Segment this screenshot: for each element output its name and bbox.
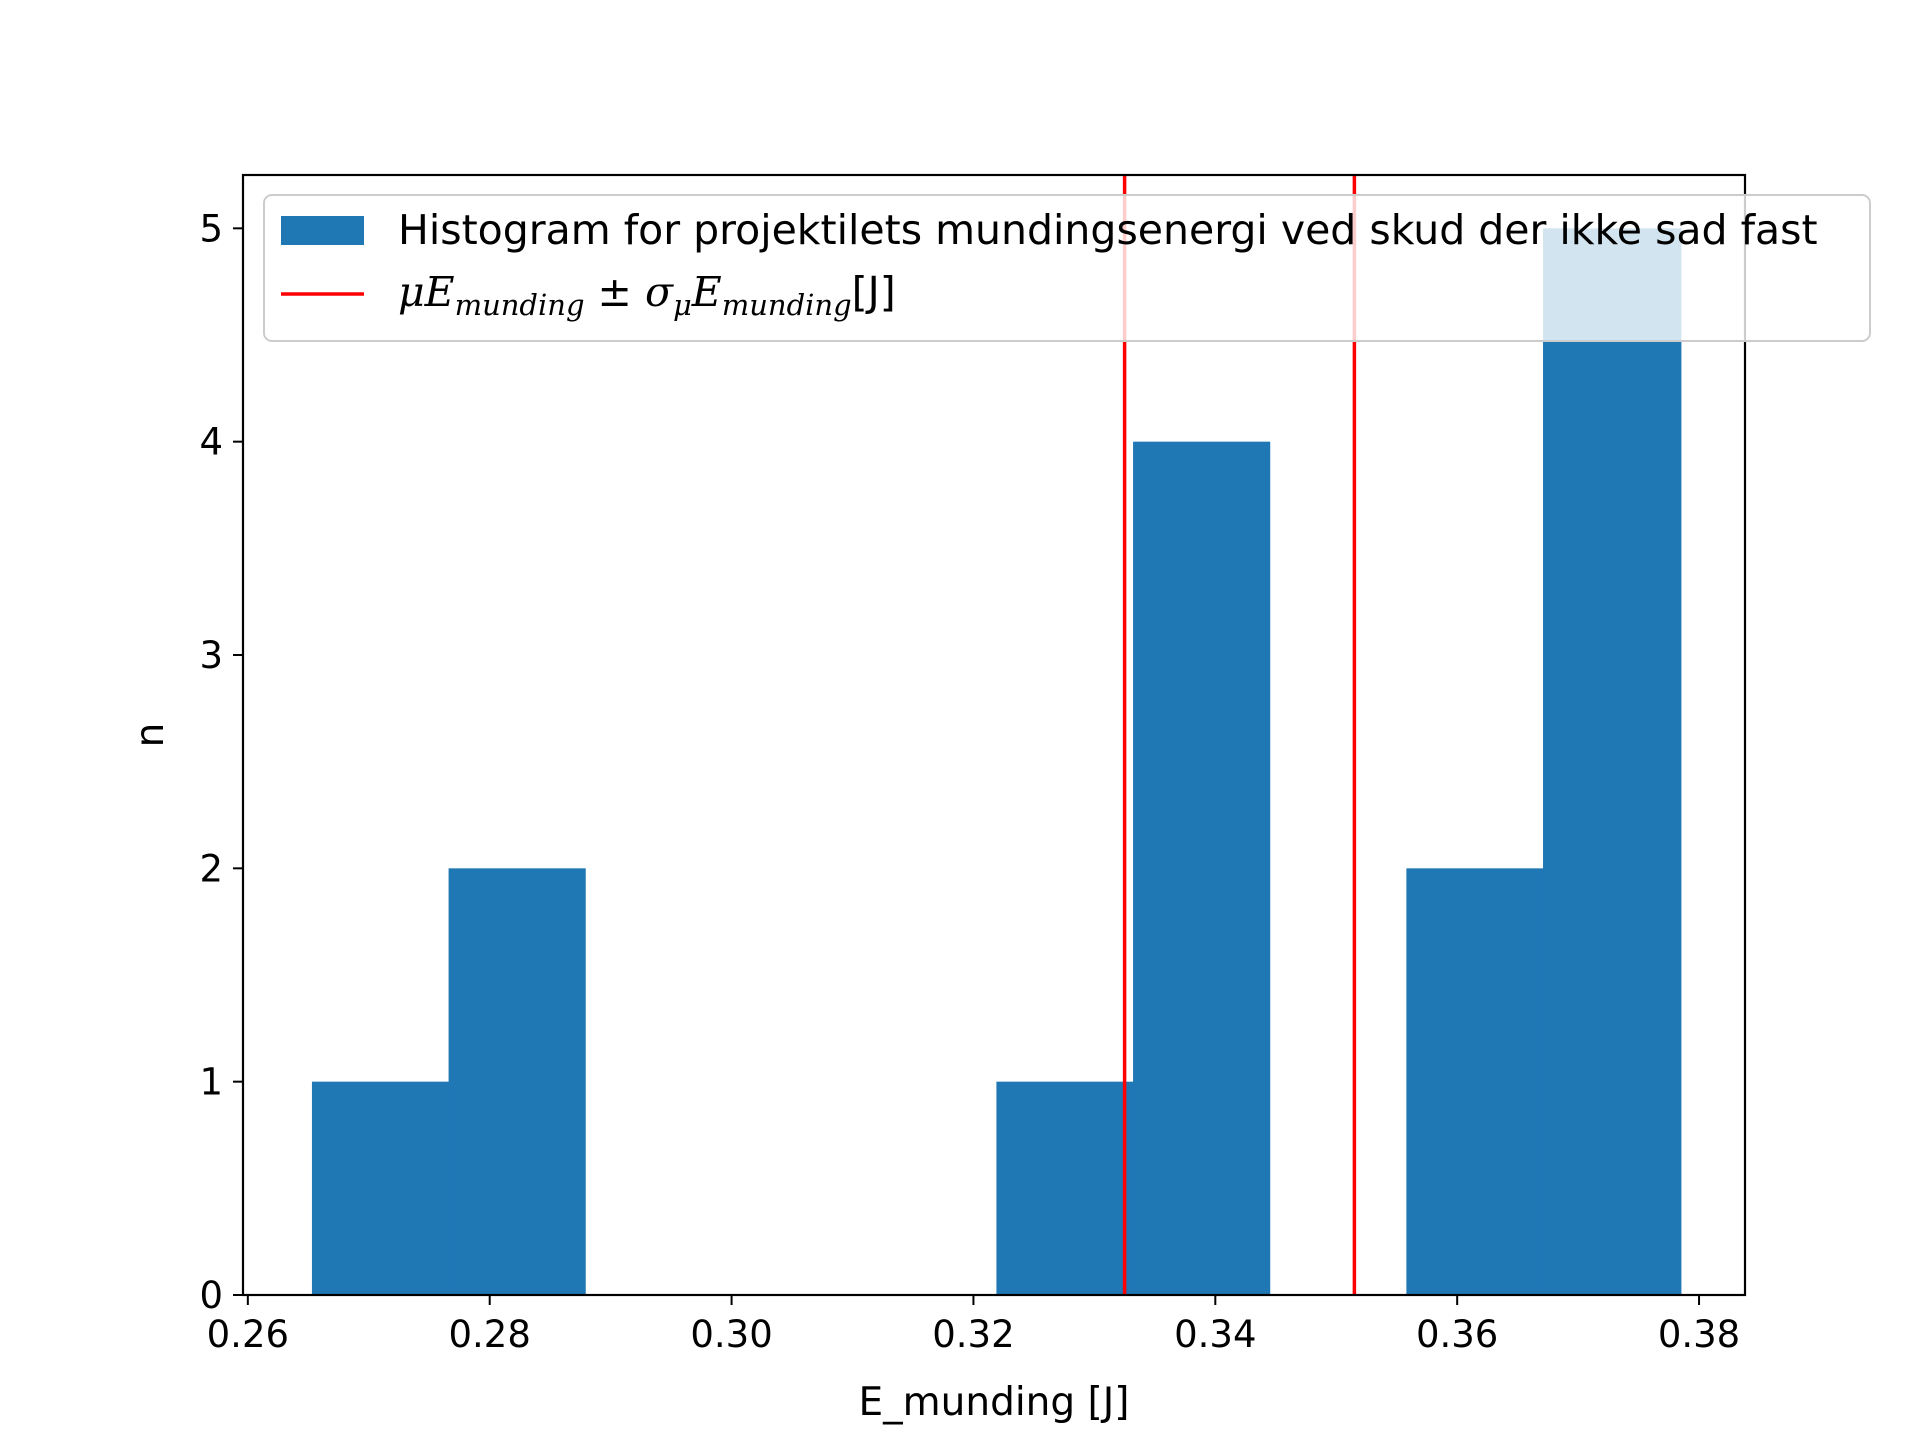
y-tick-label: 0	[199, 1274, 223, 1317]
legend-mean-label: μEmunding ± σμEmunding[J]	[398, 268, 896, 322]
histogram-bars	[311, 228, 1682, 1296]
histogram-bar	[311, 1081, 450, 1295]
y-tick-label: 1	[199, 1061, 223, 1104]
x-tick-label: 0.28	[449, 1313, 531, 1356]
legend-histogram-swatch	[281, 216, 364, 245]
x-tick-label: 0.32	[932, 1313, 1014, 1356]
legend: Histogram for projektilets mundingsenerg…	[263, 194, 1871, 342]
legend-box	[263, 194, 1871, 342]
mean-lines	[1122, 175, 1357, 1295]
x-tick-label: 0.26	[207, 1313, 289, 1356]
x-tick-label: 0.30	[690, 1313, 772, 1356]
histogram-bar	[448, 868, 586, 1295]
y-tick-label: 3	[199, 634, 223, 677]
legend-histogram-label: Histogram for projektilets mundingsenerg…	[398, 206, 1818, 254]
x-tick-label: 0.38	[1658, 1313, 1740, 1356]
x-axis-title: E_munding [J]	[859, 1380, 1130, 1425]
y-tick-label: 2	[199, 847, 223, 890]
y-tick-label: 4	[199, 421, 223, 464]
histogram-bar	[1406, 868, 1544, 1295]
histogram-bar	[996, 1081, 1134, 1295]
y-tick-label: 5	[199, 207, 223, 250]
x-axis-ticks: 0.26 0.28 0.30 0.32 0.34 0.36 0.38	[207, 1295, 1740, 1356]
x-tick-label: 0.34	[1174, 1313, 1256, 1356]
histogram-bar	[1133, 441, 1271, 1296]
y-axis-ticks: 0 1 2 3 4 5	[199, 207, 243, 1317]
histogram-bar	[1543, 228, 1682, 1295]
y-axis-title: n	[128, 723, 173, 748]
plot-frame	[241, 173, 1747, 1297]
x-tick-label: 0.36	[1416, 1313, 1498, 1356]
